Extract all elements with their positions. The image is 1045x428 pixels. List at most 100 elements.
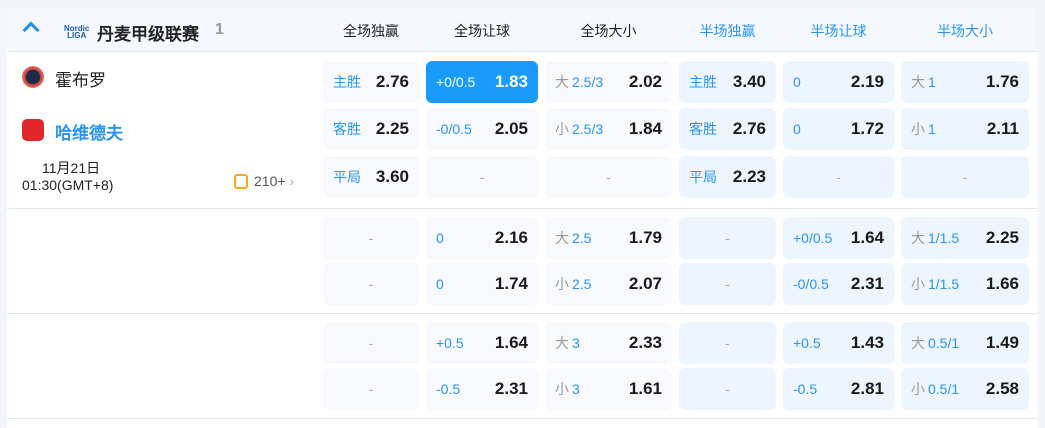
home-team[interactable]: 霍布罗 (55, 71, 106, 90)
odds-cell[interactable]: 客胜 2.25 (323, 108, 419, 150)
away-team[interactable]: 哈维德夫 (55, 124, 123, 143)
column-header: 半场大小 (937, 23, 993, 39)
league-logo: Nordic LIGA (64, 24, 90, 40)
odds-label: 2.5 (572, 230, 592, 246)
odds-cell[interactable]: +0.5 1.43 (783, 322, 894, 364)
odds-cell[interactable]: +0.5 1.64 (426, 322, 538, 364)
odds-cell[interactable]: 大 0.5/1 1.49 (901, 322, 1029, 364)
odds-value: 2.07 (628, 274, 662, 293)
odds-cell[interactable]: 大 2.5 1.79 (545, 217, 672, 259)
empty-odds: - (725, 276, 730, 292)
odds-cell[interactable]: 大 2.5/3 2.02 (545, 61, 672, 103)
odds-cell-empty: - (323, 322, 419, 364)
odds-value: 1.43 (850, 333, 884, 352)
odds-value: 2.76 (732, 119, 766, 138)
odds-label: 0 (436, 230, 444, 246)
odds-label: +0.5 (436, 335, 464, 351)
odds-prefix: 小 (555, 381, 569, 397)
odds-label: 主胜 (333, 74, 361, 90)
empty-odds: - (725, 381, 730, 397)
league-name: 丹麦甲级联赛 (97, 25, 199, 44)
odds-cell[interactable]: 主胜 2.76 (323, 61, 419, 103)
empty-odds: - (368, 276, 374, 292)
odds-label: 0.5/1 (928, 335, 960, 351)
odds-cell[interactable]: 小 3 1.61 (545, 368, 672, 410)
odds-cell[interactable]: 平局 2.23 (679, 156, 776, 198)
home-team-badge (22, 66, 44, 88)
odds-value: 3.60 (375, 167, 409, 186)
odds-label: 0 (793, 74, 801, 90)
odds-value: 1.83 (494, 72, 528, 91)
odds-cell[interactable]: 小 0.5/1 2.58 (901, 368, 1029, 410)
odds-cell-empty: - (901, 156, 1029, 198)
odds-cell-empty: - (323, 263, 419, 305)
odds-value: 2.25 (985, 228, 1019, 247)
odds-value: 2.81 (850, 379, 884, 398)
odds-cell[interactable]: 主胜 3.40 (679, 61, 776, 103)
odds-prefix: 小 (911, 276, 925, 292)
odds-cell[interactable]: 0 2.19 (783, 61, 894, 103)
odds-cell[interactable]: +0/0.5 1.83 (426, 61, 538, 103)
odds-value: 1.66 (985, 274, 1019, 293)
odds-value: 2.11 (986, 119, 1019, 138)
divider (7, 208, 1037, 209)
odds-cell[interactable]: 0 2.16 (426, 217, 538, 259)
odds-label: -0/0.5 (793, 276, 829, 292)
odds-cell[interactable]: 0 1.72 (783, 108, 894, 150)
odds-label: 平局 (689, 169, 717, 185)
odds-value: 1.61 (628, 379, 662, 398)
column-header: 半场让球 (810, 23, 867, 39)
empty-odds: - (962, 169, 968, 185)
odds-label: +0.5 (793, 335, 821, 351)
odds-label: -0/0.5 (436, 121, 472, 137)
odds-cell[interactable]: 大 1/1.5 2.25 (901, 217, 1029, 259)
odds-value: 2.23 (732, 167, 766, 186)
odds-value: 1.49 (985, 333, 1019, 352)
odds-label: 2.5 (572, 276, 592, 292)
odds-cell[interactable]: -0.5 2.31 (426, 368, 538, 410)
odds-cell-empty: - (679, 322, 776, 364)
odds-value: 2.33 (628, 333, 662, 352)
odds-prefix: 小 (555, 276, 569, 292)
odds-value: 1.74 (494, 274, 528, 293)
odds-cell[interactable]: -0/0.5 2.05 (426, 108, 538, 150)
odds-cell[interactable]: 大 3 2.33 (545, 322, 672, 364)
odds-value: 1.76 (985, 72, 1019, 91)
odds-label: 3 (572, 335, 580, 351)
odds-cell[interactable]: -0/0.5 2.31 (783, 263, 894, 305)
empty-odds: - (725, 230, 730, 246)
odds-prefix: 小 (555, 121, 569, 137)
odds-cell[interactable]: -0.5 2.81 (783, 368, 894, 410)
odds-value: 2.25 (375, 119, 409, 138)
odds-value: 1.84 (628, 119, 662, 138)
away-team-badge (22, 119, 44, 141)
empty-odds: - (368, 335, 374, 351)
divider (7, 313, 1037, 314)
odds-cell[interactable]: +0/0.5 1.64 (783, 217, 894, 259)
odds-label: 2.5/3 (572, 74, 604, 90)
odds-value: 1.64 (850, 228, 884, 247)
odds-prefix: 大 (555, 335, 569, 351)
odds-cell[interactable]: 小 2.5/3 1.84 (545, 108, 672, 150)
odds-label: 1/1.5 (928, 276, 960, 292)
empty-odds: - (606, 169, 611, 185)
odds-cell[interactable]: 客胜 2.76 (679, 108, 776, 150)
divider (7, 418, 1037, 419)
odds-value: 2.16 (494, 228, 528, 247)
odds-value: 2.02 (628, 72, 662, 91)
odds-cell[interactable]: 大 1 1.76 (901, 61, 1029, 103)
odds-prefix: 大 (911, 230, 925, 246)
odds-prefix: 大 (555, 230, 569, 246)
odds-value: 1.79 (628, 228, 662, 247)
column-header: 全场让球 (454, 23, 510, 39)
match-date: 11月21日 (42, 160, 101, 176)
empty-odds: - (368, 230, 374, 246)
odds-cell[interactable]: 0 1.74 (426, 263, 538, 305)
more-markets-link[interactable]: 210+ › (254, 173, 295, 189)
odds-cell[interactable]: 小 2.5 2.07 (545, 263, 672, 305)
odds-cell[interactable]: 平局 3.60 (323, 156, 419, 198)
odds-label: 平局 (333, 169, 361, 185)
odds-cell[interactable]: 小 1/1.5 1.66 (901, 263, 1029, 305)
odds-cell[interactable]: 小 1 2.11 (901, 108, 1029, 150)
odds-value: 2.31 (494, 379, 528, 398)
